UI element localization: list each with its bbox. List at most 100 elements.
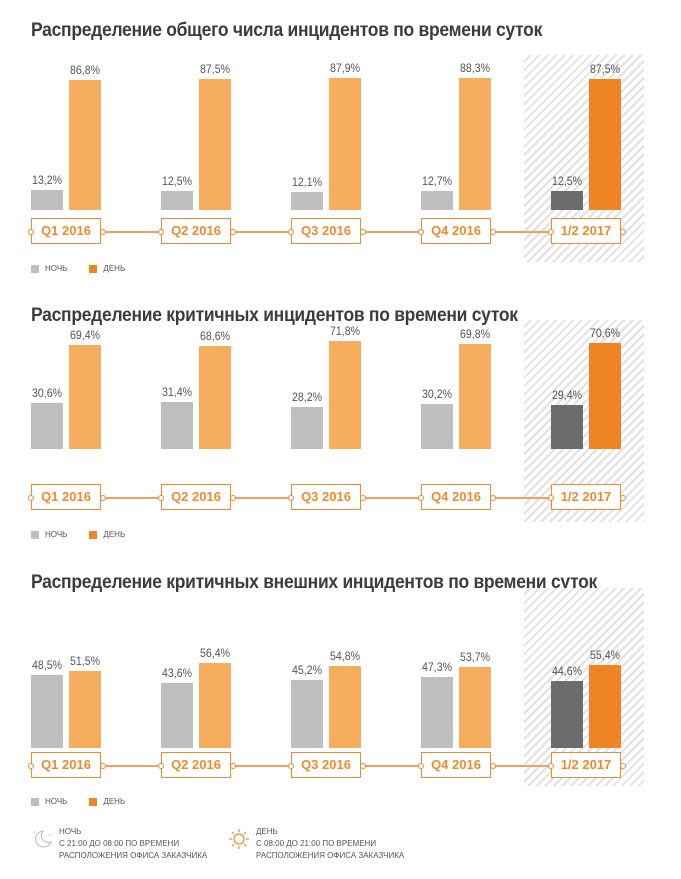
bar-night (161, 401, 193, 449)
timeline-node (548, 763, 554, 769)
bar-value-label: 56,4% (200, 646, 230, 661)
category-label: Q4 2016 (418, 218, 496, 244)
bar-night (421, 403, 453, 449)
timeline-node (28, 495, 34, 501)
bar-day (459, 667, 491, 748)
bar-day (459, 77, 491, 210)
bar-value-label: 28,2% (292, 389, 322, 404)
bar-value-label: 44,6% (552, 664, 582, 679)
bar-value-label: 30,2% (422, 386, 452, 401)
bar-value-label: 69,4% (70, 327, 100, 342)
category-label: Q1 2016 (28, 484, 106, 510)
bar-value-label: 29,4% (552, 387, 582, 402)
timeline-node (360, 495, 366, 501)
category-label: Q1 2016 (28, 218, 106, 244)
chart-title: Распределение критичных внешних инцидент… (31, 572, 598, 593)
legend-label-day: ДЕНЬ (103, 797, 126, 806)
bar-value-label: 12,7% (422, 173, 452, 188)
timeline-connector (361, 231, 421, 233)
bar-night (291, 406, 323, 449)
timeline-connector (101, 231, 161, 233)
bar-day (329, 78, 361, 210)
bar-value-label: 88,3% (460, 60, 490, 75)
bar-value-label: 47,3% (422, 660, 452, 675)
bar-day (199, 663, 231, 748)
legend-swatch-day (89, 264, 98, 273)
bar-value-label: 71,8% (330, 324, 360, 339)
category-label: Q1 2016 (28, 752, 106, 778)
timeline-node (490, 495, 496, 501)
bar-value-label: 30,6% (32, 386, 62, 401)
timeline-node (230, 495, 236, 501)
legend-swatch-night (31, 264, 39, 273)
timeline-node (620, 495, 626, 501)
bar-night (551, 681, 583, 748)
bar-value-label: 70,6% (590, 326, 620, 341)
timeline-connector (101, 497, 161, 499)
bar-value-label: 68,6% (200, 329, 230, 344)
bar-night (551, 191, 583, 210)
timeline-connector (231, 231, 291, 233)
bar-night (161, 191, 193, 210)
bar-day (589, 664, 621, 748)
bar-day (69, 670, 101, 748)
timeline-node (418, 229, 424, 235)
timeline-node (158, 495, 164, 501)
footnote-day-title: ДЕНЬ (256, 827, 278, 836)
chart-legend: НОЧЬ ДЕНЬ (31, 264, 125, 273)
timeline-connector (231, 765, 291, 767)
footnote-night-title: НОЧЬ (59, 827, 82, 836)
bar-value-label: 86,8% (70, 62, 100, 77)
bar-night (551, 404, 583, 449)
timeline-connector (361, 765, 421, 767)
chart-legend: НОЧЬ ДЕНЬ (31, 797, 125, 806)
category-label: 1/2 2017 (548, 484, 626, 510)
timeline-node (158, 229, 164, 235)
legend-label-day: ДЕНЬ (103, 530, 126, 539)
bar-night (31, 190, 63, 210)
timeline-node (100, 229, 106, 235)
legend-swatch-night (31, 797, 39, 806)
category-label: Q2 2016 (158, 484, 236, 510)
bar-value-label: 13,2% (32, 173, 62, 188)
bar-value-label: 51,5% (70, 653, 100, 668)
legend-label-night: НОЧЬ (45, 797, 68, 806)
category-label: Q3 2016 (288, 484, 366, 510)
bar-value-label: 69,8% (460, 327, 490, 342)
bar-day (589, 78, 621, 210)
bar-day (329, 341, 361, 449)
timeline-node (28, 763, 34, 769)
bar-value-label: 43,6% (162, 665, 192, 680)
legend-label-night: НОЧЬ (45, 264, 68, 273)
category-label: 1/2 2017 (548, 752, 626, 778)
bar-value-label: 12,1% (292, 174, 322, 189)
timeline-connector (101, 765, 161, 767)
legend-swatch-night (31, 530, 39, 539)
timeline-node (360, 763, 366, 769)
footnote-night-line1: С 21:00 ДО 08:00 ПО ВРЕМЕНИ (59, 839, 180, 848)
timeline-connector (491, 231, 551, 233)
bar-value-label: 48,5% (32, 658, 62, 673)
timeline-node (490, 229, 496, 235)
timeline-node (100, 495, 106, 501)
category-label: Q4 2016 (418, 752, 496, 778)
timeline-node (288, 495, 294, 501)
legend-swatch-day (89, 530, 98, 539)
timeline-node (360, 229, 366, 235)
bar-night (421, 677, 453, 748)
timeline-node (620, 763, 626, 769)
timeline-node (548, 495, 554, 501)
timeline-connector (491, 765, 551, 767)
bar-value-label: 12,5% (162, 174, 192, 189)
timeline-node (100, 763, 106, 769)
timeline-node (288, 763, 294, 769)
bar-value-label: 87,5% (590, 61, 620, 76)
chart-title: Распределение критичных инцидентов по вр… (31, 305, 518, 326)
timeline-node (490, 763, 496, 769)
category-label: Q2 2016 (158, 752, 236, 778)
bar-value-label: 45,2% (292, 663, 322, 678)
bar-day (459, 344, 491, 449)
footnote-night: НОЧЬ С 21:00 ДО 08:00 ПО ВРЕМЕНИ РАСПОЛО… (31, 826, 207, 862)
chart-title: Распределение общего числа инцидентов по… (31, 20, 543, 41)
bar-day (69, 344, 101, 449)
